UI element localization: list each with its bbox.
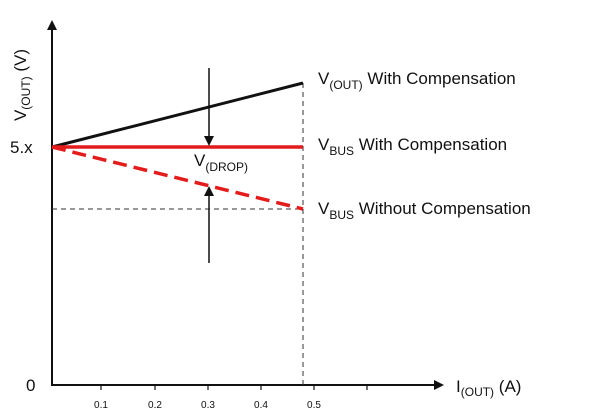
- y-tick-label: 0: [26, 376, 35, 395]
- y-tick-label: 5.x: [10, 138, 33, 157]
- drop-label: V(DROP): [194, 151, 248, 174]
- x-tick-label: 0.3: [201, 400, 215, 411]
- line-label: V(OUT) With Compensation: [318, 69, 516, 92]
- x-axis-label: I(OUT) (A): [456, 377, 521, 399]
- x-tick-label: 0.5: [307, 400, 321, 411]
- line-label: VBUS With Compensation: [318, 135, 507, 158]
- line-label: VBUS Without Compensation: [318, 199, 531, 222]
- x-tick-label: 0.4: [254, 400, 268, 411]
- x-tick-label: 0.2: [148, 400, 162, 411]
- vout-line: [51, 81, 304, 149]
- y-axis-label: V(OUT) (V): [11, 49, 33, 121]
- x-tick-label: 0.1: [94, 400, 108, 411]
- vbus-nocomp-line: [51, 145, 304, 211]
- x-tick-marks: [100, 385, 368, 390]
